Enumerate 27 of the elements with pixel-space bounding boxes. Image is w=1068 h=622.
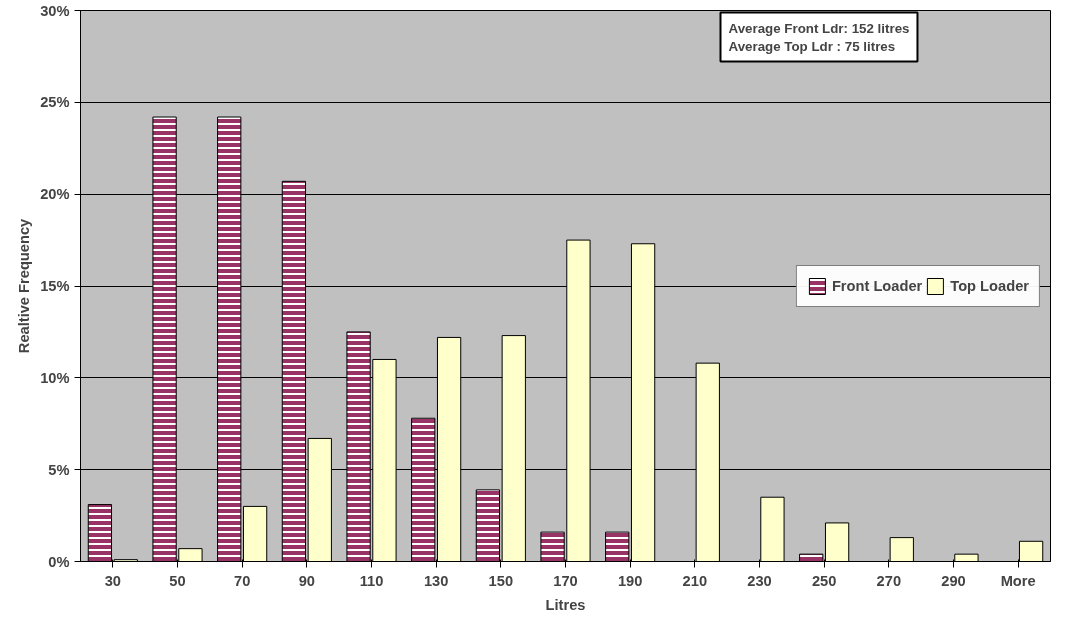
x-axis-title: Litres: [545, 596, 586, 613]
y-tick-label: 20%: [40, 186, 70, 203]
x-tick-label: 130: [423, 572, 449, 589]
x-tick-label: 90: [298, 572, 315, 589]
annotation: Average Front Ldr: 152 litres Average Top Ldr : 75 litres: [728, 20, 910, 54]
legend-label: Top Loader: [950, 277, 1029, 294]
x-tick-label: 210: [682, 572, 708, 589]
x-tick-label: 70: [234, 572, 251, 589]
x-tick-label: 170: [553, 572, 578, 589]
y-tick-label: 25%: [40, 94, 70, 111]
x-tick-label: 50: [169, 572, 186, 589]
legend-label: Front Loader: [831, 277, 923, 294]
x-tick-label: 290: [941, 572, 966, 589]
y-tick-label: 0%: [48, 553, 70, 570]
x-tick-label: 110: [359, 572, 384, 589]
y-tick-label: 10%: [40, 369, 70, 386]
y-tick-label: 5%: [48, 461, 70, 478]
x-tick-label: 250: [811, 572, 837, 589]
x-tick-label: 270: [876, 572, 902, 589]
x-tick-label: 230: [747, 572, 772, 589]
x-tick-label: 150: [488, 572, 514, 589]
y-tick-label: 15%: [40, 278, 70, 294]
y-axis-title: Realtive Frequency: [16, 217, 33, 354]
y-tick-label: 30%: [40, 2, 70, 19]
x-tick-label: 190: [617, 572, 643, 589]
x-tick-label: 30: [104, 572, 121, 589]
x-tick-label: More: [1000, 572, 1036, 589]
